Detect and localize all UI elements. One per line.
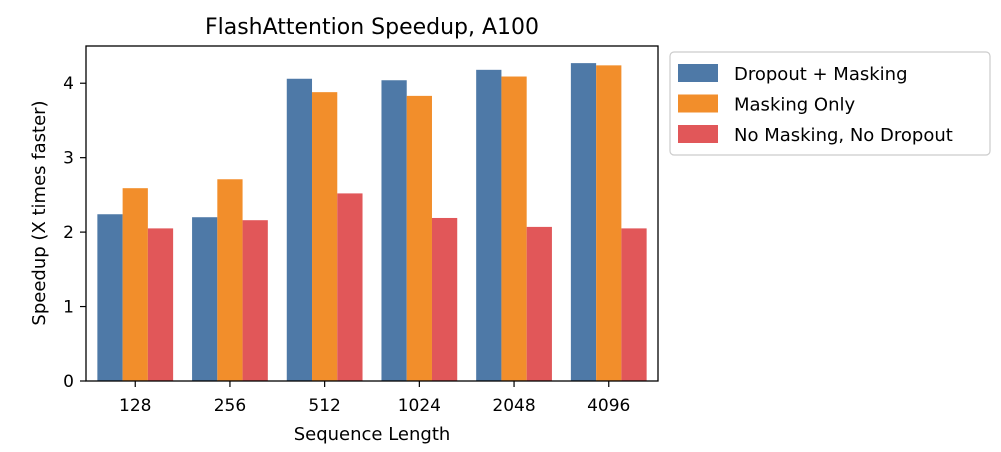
legend-label: Dropout + Masking: [734, 64, 908, 85]
plot-frame: [85, 45, 659, 382]
legend-label: No Masking, No Dropout: [734, 125, 953, 146]
bar-1-2048: [476, 69, 502, 382]
bar-2-512: [312, 92, 338, 382]
x-tick-label: 2048: [492, 396, 535, 416]
y-tick-label: 3: [63, 149, 74, 169]
legend-items: Dropout + Masking Masking Only No Masking,…: [678, 64, 953, 146]
bar-1-128: [97, 214, 123, 381]
y-tick-label: 4: [63, 74, 74, 94]
bar-3-2048: [526, 226, 552, 381]
bar-3-128: [147, 228, 174, 381]
bar-1-4096: [570, 63, 597, 381]
bar-3-256: [242, 220, 268, 381]
legend-swatch: [678, 94, 718, 113]
bar-2-2048: [501, 76, 527, 382]
y-tick-label: 2: [63, 223, 74, 243]
bar-3-1024: [431, 217, 458, 381]
y-axis: 0 1 2 3 4: [63, 74, 86, 392]
bar-2-256: [217, 179, 243, 381]
bar-1-256: [192, 217, 218, 381]
bar-3-4096: [621, 228, 647, 381]
legend-swatch: [678, 64, 718, 82]
bar-2-1024: [406, 95, 432, 381]
x-tick-label: 128: [119, 396, 151, 416]
x-axis: 128 256 512 1024 2048 4096: [119, 381, 630, 416]
x-tick-label: 256: [214, 396, 246, 416]
y-axis-label: Speedup (X times faster): [29, 100, 50, 325]
x-tick-label: 1024: [398, 396, 441, 416]
legend-label: Masking Only: [734, 95, 855, 116]
bar-1-512: [286, 78, 313, 381]
x-tick-label: 512: [308, 396, 340, 416]
legend-frame: [669, 51, 991, 156]
bars-group: [97, 63, 647, 382]
y-tick-label: 0: [63, 372, 74, 392]
legend: Dropout + Masking Masking Only No Masking,…: [669, 51, 991, 156]
bar-1-1024: [381, 80, 407, 381]
bar-3-512: [337, 193, 363, 381]
legend-swatch: [678, 125, 718, 143]
bar-2-128: [122, 188, 148, 381]
chart-title: FlashAttention Speedup, A100: [205, 15, 539, 40]
y-tick-label: 1: [63, 298, 74, 318]
bar-2-4096: [596, 65, 622, 381]
x-axis-label: Sequence Length: [294, 424, 451, 445]
x-tick-label: 4096: [587, 396, 630, 416]
